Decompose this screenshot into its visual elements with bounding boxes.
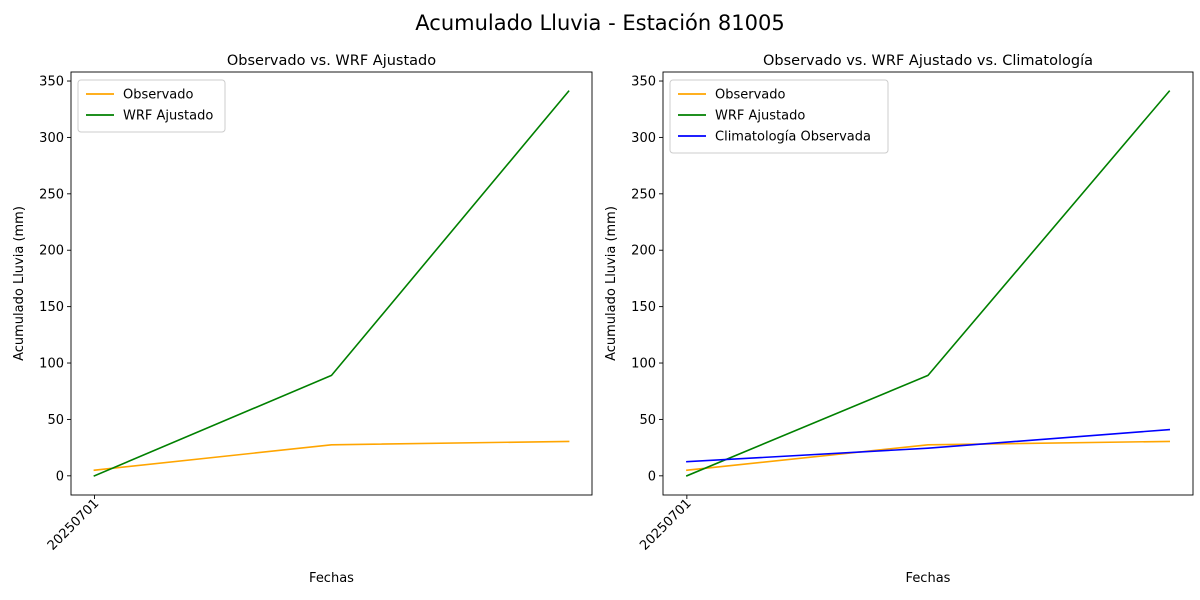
y-tick-label: 100 [631,357,656,372]
y-tick-label: 250 [631,187,656,202]
x-axis-label: Fechas [906,571,951,586]
y-tick-label: 250 [39,187,64,202]
series-line-wrf-ajustado [93,90,570,477]
series-line-climatolog-a-observada [686,428,1171,463]
y-tick-label: 0 [56,469,64,484]
y-tick-label: 300 [631,131,656,146]
legend-label: WRF Ajustado [123,109,213,124]
legend-label: Climatología Observada [715,130,871,145]
legend-box [669,79,889,154]
y-tick-label: 50 [47,413,64,428]
series-line-observado [686,440,1171,472]
legend-label: Observado [715,88,786,103]
y-tick-label: 200 [631,244,656,259]
plot-frame [70,71,593,496]
chart-title: Observado vs. WRF Ajustado vs. Climatolo… [763,53,1093,69]
series-line-observado [93,440,570,472]
y-tick-label: 150 [631,300,656,315]
chart-title: Observado vs. WRF Ajustado [227,53,436,69]
y-tick-label: 200 [39,244,64,259]
series-line-wrf-ajustado [685,90,1171,477]
y-tick-label: 150 [39,300,64,315]
y-tick-label: 50 [639,413,656,428]
plot-frame [662,71,1194,496]
y-tick-label: 300 [39,131,64,146]
chart-panel-2: Observado vs. WRF Ajustado vs. Climatolo… [604,53,1194,586]
y-tick-label: 100 [39,357,64,372]
y-axis-label: Acumulado Lluvia (mm) [604,206,619,361]
y-tick-label: 0 [648,469,656,484]
legend: Observado WRF Ajustado Climatología Observ… [669,79,889,154]
legend-label: Observado [123,88,194,103]
legend-box [77,79,226,133]
legend-label: WRF Ajustado [715,109,805,124]
y-tick-label: 350 [39,75,64,90]
x-axis-label: Fechas [309,571,354,586]
y-axis-label: Acumulado Lluvia (mm) [12,206,27,361]
y-tick-label: 350 [631,75,656,90]
figure-title: Acumulado Lluvia - Estación 81005 [415,11,784,35]
legend: Observado WRF Ajustado [77,79,226,133]
